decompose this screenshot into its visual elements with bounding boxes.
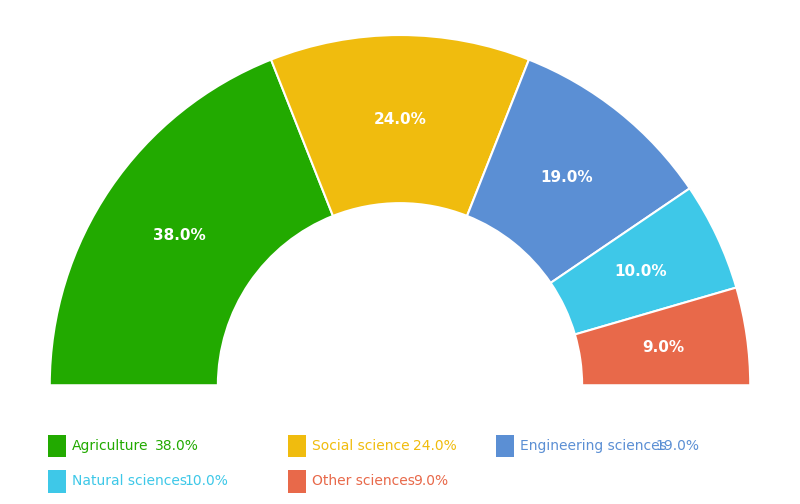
Text: Agriculture: Agriculture: [72, 439, 149, 453]
Text: 38.0%: 38.0%: [154, 228, 206, 243]
Text: 10.0%: 10.0%: [614, 265, 667, 279]
Text: 19.0%: 19.0%: [540, 170, 593, 185]
Wedge shape: [575, 288, 750, 385]
Text: 24.0%: 24.0%: [413, 439, 456, 453]
Text: 9.0%: 9.0%: [413, 474, 448, 488]
Text: Social science: Social science: [312, 439, 410, 453]
Text: 24.0%: 24.0%: [374, 111, 426, 127]
Text: Other sciences: Other sciences: [312, 474, 415, 488]
Text: 10.0%: 10.0%: [184, 474, 228, 488]
Wedge shape: [550, 188, 736, 335]
Text: 19.0%: 19.0%: [655, 439, 699, 453]
Wedge shape: [271, 35, 529, 216]
Text: Engineering sciences: Engineering sciences: [520, 439, 666, 453]
Wedge shape: [467, 59, 690, 283]
Wedge shape: [50, 59, 333, 385]
Text: Natural sciences: Natural sciences: [72, 474, 187, 488]
Text: 38.0%: 38.0%: [155, 439, 199, 453]
Text: 9.0%: 9.0%: [642, 340, 685, 355]
